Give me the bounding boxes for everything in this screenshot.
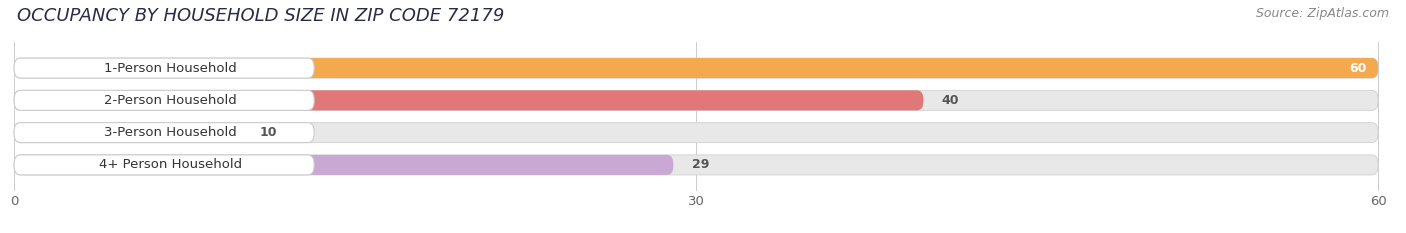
FancyBboxPatch shape xyxy=(14,90,924,110)
FancyBboxPatch shape xyxy=(14,123,1378,143)
FancyBboxPatch shape xyxy=(14,155,673,175)
FancyBboxPatch shape xyxy=(14,123,314,143)
Text: 3-Person Household: 3-Person Household xyxy=(104,126,236,139)
FancyBboxPatch shape xyxy=(14,123,242,143)
Text: 1-Person Household: 1-Person Household xyxy=(104,62,236,75)
FancyBboxPatch shape xyxy=(14,155,1378,175)
FancyBboxPatch shape xyxy=(14,90,314,110)
FancyBboxPatch shape xyxy=(14,155,314,175)
Text: 40: 40 xyxy=(942,94,959,107)
Text: 4+ Person Household: 4+ Person Household xyxy=(98,158,242,171)
Text: 2-Person Household: 2-Person Household xyxy=(104,94,236,107)
Text: 10: 10 xyxy=(260,126,277,139)
Text: 60: 60 xyxy=(1350,62,1367,75)
FancyBboxPatch shape xyxy=(14,58,314,78)
FancyBboxPatch shape xyxy=(14,58,1378,78)
FancyBboxPatch shape xyxy=(14,58,1378,78)
FancyBboxPatch shape xyxy=(14,90,1378,110)
Text: OCCUPANCY BY HOUSEHOLD SIZE IN ZIP CODE 72179: OCCUPANCY BY HOUSEHOLD SIZE IN ZIP CODE … xyxy=(17,7,505,25)
Text: Source: ZipAtlas.com: Source: ZipAtlas.com xyxy=(1256,7,1389,20)
Text: 29: 29 xyxy=(692,158,709,171)
